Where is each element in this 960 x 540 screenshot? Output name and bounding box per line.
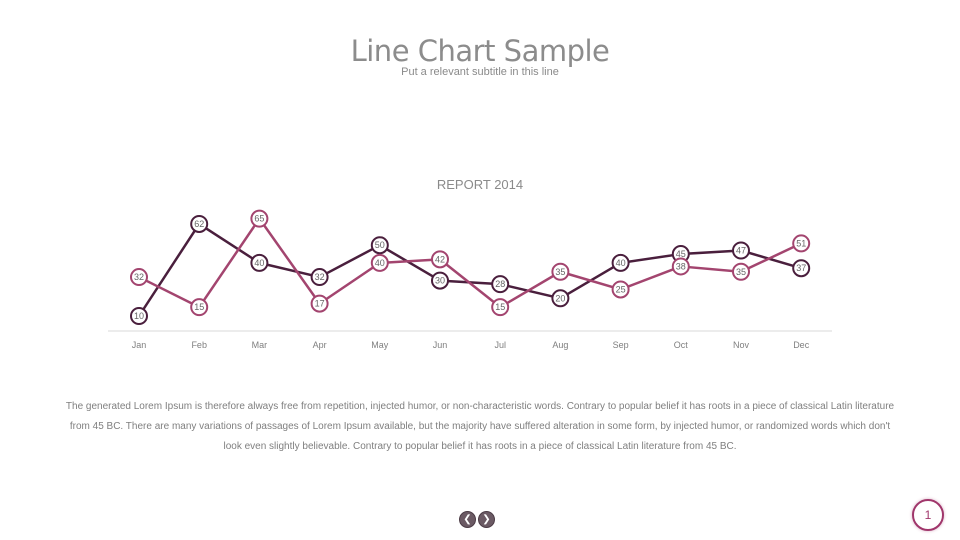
- chevron-right-icon: ❯: [482, 513, 491, 525]
- data-label: 32: [315, 272, 325, 282]
- data-point: [431, 271, 449, 290]
- data-point: [551, 262, 570, 281]
- page-number: 1: [924, 508, 932, 522]
- page-subtitle: Put a relevant subtitle in this line: [401, 66, 559, 78]
- x-tick-label: Nov: [733, 340, 750, 350]
- x-tick-label: Dec: [793, 340, 810, 350]
- data-point: [370, 236, 389, 255]
- body-paragraph: The generated Lorem Ipsum is therefore a…: [65, 401, 895, 452]
- data-label: 62: [194, 219, 204, 229]
- data-label: 17: [315, 299, 325, 309]
- page-number-badge: 1: [912, 499, 944, 531]
- data-label: 40: [375, 258, 385, 268]
- data-label: 65: [254, 214, 264, 224]
- page-title: Line Chart Sample: [350, 34, 610, 68]
- data-label: 25: [616, 284, 626, 294]
- data-point: [792, 259, 811, 278]
- x-tick-label: Jan: [132, 340, 147, 350]
- data-label: 30: [435, 276, 445, 286]
- slide-nav: ❮ ❯: [459, 511, 495, 528]
- chevron-left-icon: ❮: [463, 513, 472, 525]
- data-point: [250, 253, 269, 272]
- data-point: [310, 294, 329, 313]
- x-tick-label: Jul: [494, 340, 506, 350]
- data-point: [732, 262, 750, 281]
- next-slide-button[interactable]: ❯: [478, 511, 495, 528]
- data-point: [792, 234, 811, 253]
- data-point: [370, 253, 389, 272]
- data-label: 20: [555, 293, 565, 303]
- data-label: 32: [134, 272, 144, 282]
- x-tick-label: Jun: [433, 340, 448, 350]
- x-tick-label: Mar: [252, 340, 268, 350]
- data-point: [310, 268, 329, 287]
- data-point: [611, 253, 630, 272]
- data-label: 42: [435, 254, 445, 264]
- data-point: [671, 257, 690, 276]
- x-tick-label: May: [371, 340, 389, 350]
- data-label: 15: [194, 302, 204, 312]
- data-label: 51: [796, 238, 806, 248]
- data-point: [130, 307, 148, 325]
- data-point: [130, 268, 148, 287]
- data-point: [250, 209, 269, 228]
- x-tick-label: Sep: [613, 340, 629, 350]
- data-label: 47: [736, 246, 746, 256]
- data-label: 38: [676, 261, 686, 271]
- data-label: 28: [495, 279, 505, 289]
- x-tick-label: Feb: [191, 340, 207, 350]
- data-label: 35: [736, 267, 746, 277]
- data-label: 40: [254, 258, 264, 268]
- data-point: [190, 298, 209, 317]
- prev-slide-button[interactable]: ❮: [459, 511, 476, 528]
- series-line-2: [138, 217, 802, 309]
- x-tick-label: Aug: [552, 340, 568, 350]
- series-line-1: [137, 222, 802, 317]
- data-point: [431, 250, 449, 269]
- data-label: 45: [676, 249, 686, 259]
- x-tick-label: Oct: [674, 340, 689, 350]
- data-point: [491, 275, 510, 294]
- data-point: [190, 214, 209, 233]
- x-tick-label: Apr: [313, 340, 327, 350]
- chart-title: REPORT 2014: [436, 177, 524, 192]
- data-label: 40: [616, 258, 626, 268]
- data-point: [611, 280, 630, 299]
- data-point: [551, 289, 570, 308]
- data-label: 37: [796, 263, 806, 273]
- data-label: 50: [375, 240, 385, 250]
- data-point: [491, 298, 510, 317]
- data-label: 15: [495, 302, 505, 312]
- data-label: 35: [555, 267, 565, 277]
- data-label: 10: [134, 311, 144, 321]
- data-point: [732, 241, 750, 260]
